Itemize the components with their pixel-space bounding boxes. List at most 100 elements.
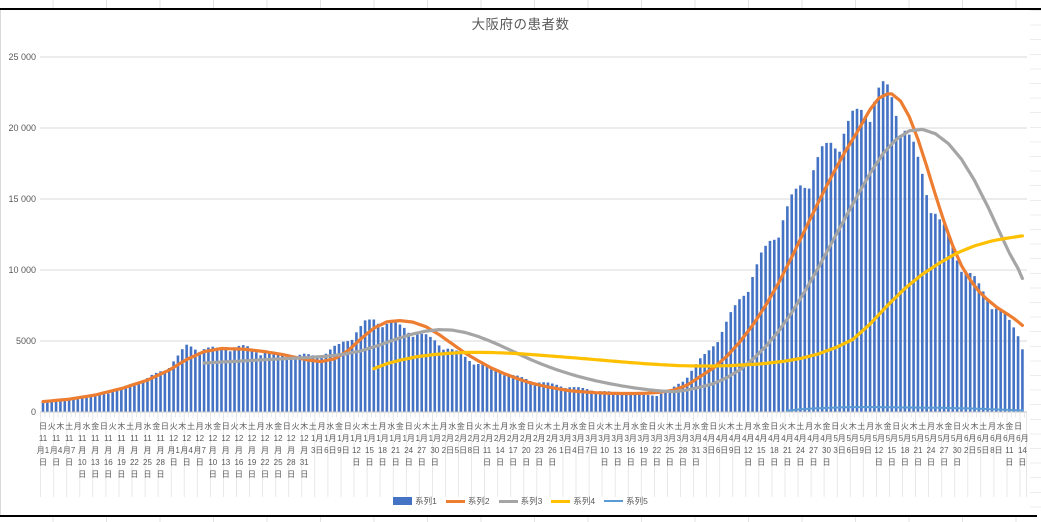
- svg-text:土: 土: [918, 421, 926, 431]
- svg-text:土: 土: [979, 421, 987, 431]
- svg-text:金: 金: [213, 421, 221, 431]
- bars-series1: [41, 81, 1024, 413]
- svg-text:1月: 1月: [376, 434, 388, 443]
- legend-label: 系列1: [415, 496, 437, 506]
- svg-text:月: 月: [927, 422, 935, 431]
- svg-text:3月: 3月: [598, 434, 610, 443]
- svg-text:31: 31: [300, 458, 309, 467]
- svg-text:5月: 5月: [951, 434, 963, 443]
- svg-text:17: 17: [509, 446, 518, 455]
- svg-text:日: 日: [1014, 422, 1022, 431]
- svg-text:木: 木: [910, 421, 918, 431]
- spreadsheet-column-gridlines-bottom: [0, 517, 1037, 522]
- svg-text:月: 月: [117, 446, 125, 455]
- svg-text:10 000: 10 000: [8, 265, 36, 275]
- svg-text:4月: 4月: [768, 434, 780, 443]
- line-系列2: [41, 92, 1025, 404]
- svg-text:日: 日: [91, 470, 99, 479]
- svg-text:木: 木: [361, 421, 369, 431]
- svg-text:日: 日: [65, 458, 73, 467]
- svg-text:28: 28: [156, 458, 165, 467]
- svg-text:4月: 4月: [729, 434, 741, 443]
- svg-text:15: 15: [365, 446, 374, 455]
- svg-text:3日: 3日: [311, 446, 323, 455]
- svg-text:火: 火: [231, 422, 239, 431]
- svg-text:月: 月: [561, 422, 569, 431]
- svg-text:金: 金: [579, 421, 587, 431]
- svg-text:7日: 7日: [585, 446, 597, 455]
- svg-text:9日: 9日: [337, 446, 349, 455]
- svg-text:16: 16: [104, 458, 113, 467]
- svg-text:月: 月: [274, 446, 282, 455]
- svg-text:6月: 6月: [1003, 434, 1015, 443]
- svg-text:金: 金: [701, 421, 709, 431]
- svg-text:12: 12: [234, 434, 243, 443]
- svg-text:日: 日: [39, 458, 47, 467]
- svg-text:30: 30: [822, 446, 831, 455]
- svg-text:日: 日: [78, 470, 86, 479]
- svg-text:10: 10: [208, 458, 217, 467]
- svg-text:11: 11: [117, 434, 126, 443]
- svg-text:日: 日: [379, 458, 387, 467]
- svg-text:11: 11: [78, 434, 87, 443]
- svg-text:土: 土: [796, 421, 804, 431]
- svg-text:27: 27: [417, 446, 426, 455]
- legend-item-series3[interactable]: 系列3: [498, 496, 542, 506]
- svg-text:日: 日: [888, 458, 896, 467]
- svg-text:11: 11: [1005, 446, 1014, 455]
- legend-item-series1[interactable]: 系列1: [393, 496, 437, 506]
- svg-text:2月: 2月: [533, 434, 545, 443]
- svg-text:13: 13: [91, 458, 100, 467]
- svg-text:12: 12: [221, 434, 230, 443]
- svg-text:6月: 6月: [1016, 434, 1028, 443]
- svg-text:月: 月: [196, 422, 204, 431]
- x-axis-ticks: [40, 412, 1027, 497]
- svg-text:1月: 1月: [402, 434, 414, 443]
- svg-text:木: 木: [56, 421, 64, 431]
- svg-text:金: 金: [823, 421, 831, 431]
- legend-item-series2[interactable]: 系列2: [445, 496, 490, 506]
- legend-item-series4[interactable]: 系列4: [551, 496, 595, 506]
- svg-text:6月: 6月: [964, 434, 976, 443]
- svg-text:日: 日: [287, 470, 295, 479]
- legend: 系列1 系列2 系列3 系列4 系列5: [0, 496, 1041, 506]
- svg-text:16: 16: [626, 446, 635, 455]
- svg-text:12: 12: [744, 446, 753, 455]
- svg-text:5日: 5日: [455, 446, 467, 455]
- x-axis-date-labels: 11月1日11月4日11月7日11月10日11月13日11月16日11月19日1…: [37, 434, 1029, 479]
- svg-text:金: 金: [396, 421, 404, 431]
- svg-text:6月: 6月: [990, 434, 1002, 443]
- svg-text:6月: 6月: [977, 434, 989, 443]
- legend-label: 系列4: [573, 496, 596, 506]
- chart-title[interactable]: 大阪府の患者数: [471, 17, 570, 32]
- svg-text:日: 日: [527, 422, 535, 431]
- svg-text:木: 木: [239, 421, 247, 431]
- svg-text:2月: 2月: [520, 434, 532, 443]
- svg-text:12: 12: [287, 434, 296, 443]
- svg-text:日: 日: [953, 458, 961, 467]
- svg-text:水: 水: [387, 421, 395, 431]
- legend-item-series5[interactable]: 系列5: [604, 496, 648, 506]
- svg-text:日: 日: [392, 458, 400, 467]
- svg-text:月: 月: [866, 422, 874, 431]
- legend-swatch-series2-line: [445, 499, 465, 503]
- svg-text:日: 日: [679, 458, 687, 467]
- svg-text:2日: 2日: [442, 446, 454, 455]
- svg-text:18: 18: [770, 446, 779, 455]
- svg-text:日: 日: [927, 458, 935, 467]
- svg-text:2月: 2月: [455, 434, 467, 443]
- svg-text:水: 水: [144, 421, 152, 431]
- svg-text:金: 金: [335, 421, 343, 431]
- svg-text:1月: 1月: [337, 434, 349, 443]
- svg-text:25: 25: [665, 446, 674, 455]
- svg-text:月: 月: [622, 422, 630, 431]
- svg-text:12: 12: [169, 434, 178, 443]
- svg-text:12: 12: [300, 434, 309, 443]
- svg-text:2月: 2月: [494, 434, 506, 443]
- svg-text:日: 日: [744, 458, 752, 467]
- svg-text:月: 月: [248, 446, 256, 455]
- svg-text:月7: 月7: [193, 446, 206, 455]
- svg-text:土: 土: [187, 421, 195, 431]
